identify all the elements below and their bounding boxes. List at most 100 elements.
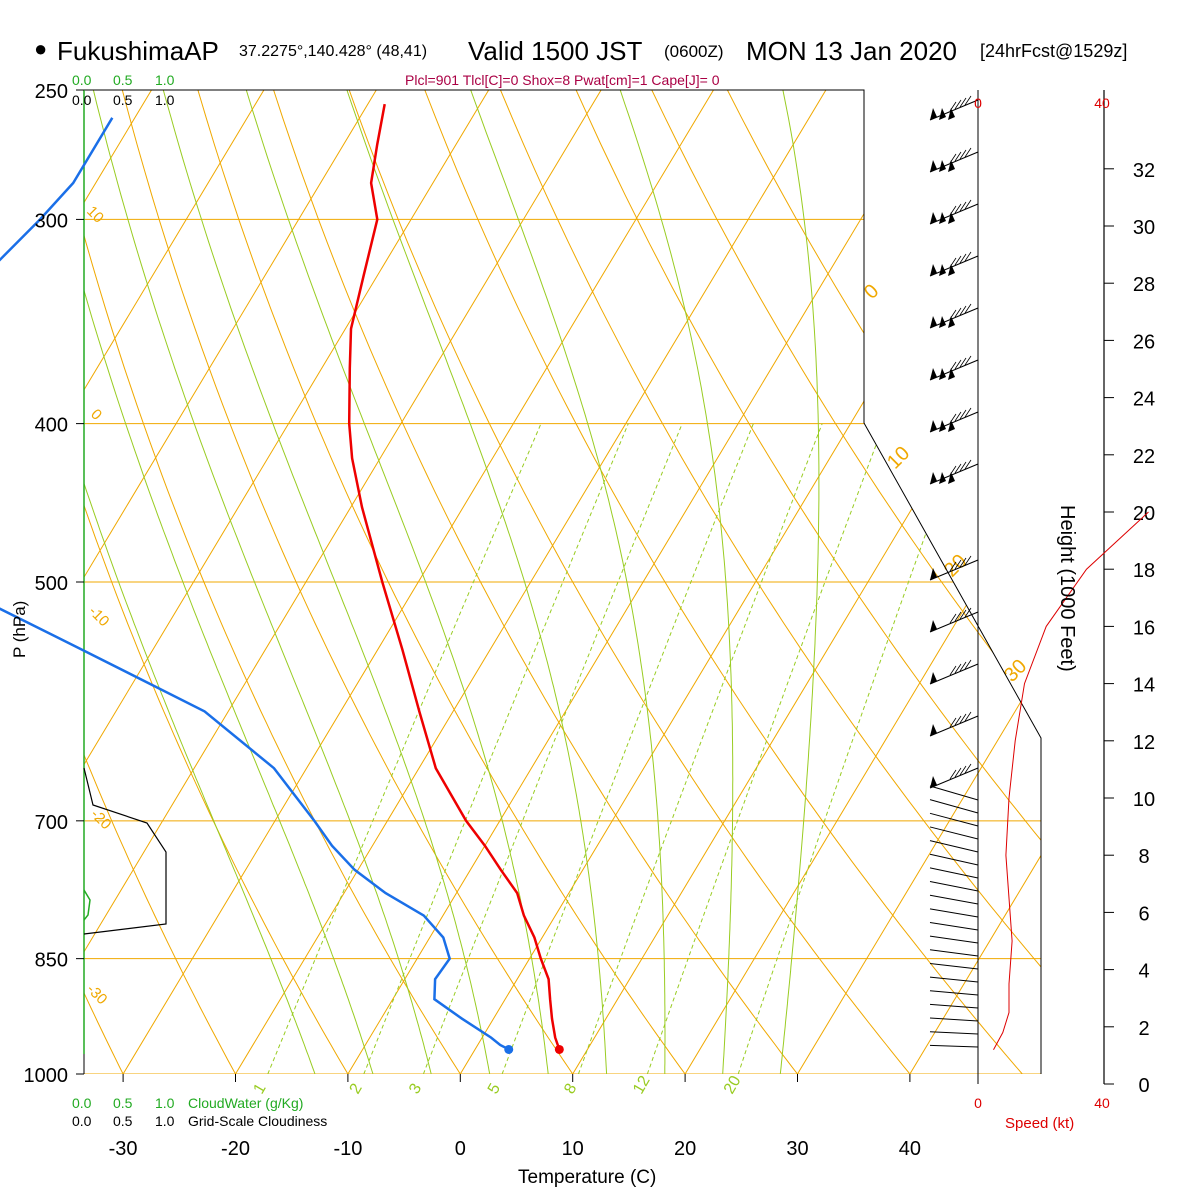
height-tick-label: 20	[1133, 503, 1155, 525]
mixing-ratio-line	[363, 423, 629, 1074]
mixing-ratio-line	[267, 423, 542, 1074]
y-tick-label: 250	[35, 81, 68, 103]
wind-barb-feather	[964, 763, 972, 774]
height-tick-label: 14	[1133, 675, 1155, 697]
x-tick-label: -10	[333, 1138, 362, 1160]
mixing-ratio-label: 3	[406, 1081, 425, 1097]
wind-barb-shaft	[929, 463, 979, 485]
wind-barb-flag	[930, 672, 937, 684]
cloudwater-tick-bottom: 0.0	[72, 1095, 92, 1111]
dewpoint-surface-point	[504, 1044, 514, 1054]
cloudiness-tick-top: 0.0	[72, 92, 92, 108]
wind-barb-feather	[954, 411, 962, 422]
wind-barb	[929, 812, 979, 827]
wind-barb-flag	[939, 160, 946, 172]
cloudiness-tick-top: 0.5	[113, 92, 133, 108]
forecast-label: [24hrFcst@1529z]	[980, 41, 1127, 61]
isotherm-line	[776, 90, 1041, 1074]
mixing-ratio-line	[737, 423, 966, 1074]
wind-barb	[929, 840, 979, 853]
wind-barb-shaft	[929, 359, 979, 381]
cloud-panel: 0.0 0.0 0.5 0.5 1.0 1.0 0.0 0.0 0.5 0.5 1.0 1.0	[72, 72, 175, 1129]
speed-axis-title: Speed (kt)	[1005, 1115, 1074, 1132]
height-tick-label: 4	[1138, 961, 1149, 983]
y-axis-title: P (hPa)	[10, 601, 29, 658]
height-tick-label: 24	[1133, 389, 1155, 411]
height-axis-title: Height (1000 Feet)	[1056, 505, 1078, 672]
dry-adiabat-line	[263, 90, 825, 1074]
isotherm-label: 10	[883, 442, 914, 473]
wind-barb	[929, 799, 979, 814]
background-lines	[84, 90, 1041, 1074]
cloudwater-tick-top: 0.0	[72, 72, 92, 88]
wind-barb-flag	[939, 108, 946, 120]
profiles	[0, 103, 564, 1054]
cloudwater-legend: CloudWater (g/Kg)	[188, 1095, 303, 1111]
wind-barb	[929, 763, 979, 789]
wind-barb	[929, 867, 979, 879]
wind-barb	[929, 1044, 979, 1048]
wind-barb-shaft	[929, 881, 979, 892]
wind-barb-shaft	[929, 962, 979, 970]
wind-barb-shaft	[929, 715, 979, 737]
wind-barb-feather	[959, 305, 967, 316]
moist-adiabat-line	[155, 90, 497, 1074]
wind-barb	[929, 459, 979, 485]
speed-profile-group	[993, 511, 1149, 1050]
dry-adiabat-line	[562, 90, 1041, 1074]
wind-barb	[929, 1031, 979, 1035]
wind-barb-shaft	[929, 307, 979, 329]
dry-adiabat-label: 10	[83, 203, 107, 227]
wind-barb-flag	[948, 212, 955, 224]
height-tick-label: 2	[1138, 1018, 1149, 1040]
wind-barb-feather	[949, 205, 957, 216]
wind-barb-shaft	[929, 949, 979, 957]
wind-barb-feather	[959, 661, 967, 672]
wind-barb-flag	[948, 368, 955, 380]
cloudiness-tick-top: 1.0	[155, 92, 175, 108]
isotherm-line	[84, 90, 619, 1074]
wind-barb-flag	[948, 108, 955, 120]
wind-barb-flag	[939, 316, 946, 328]
wind-barb	[929, 147, 979, 173]
wind-barb	[929, 935, 979, 944]
wind-barb-flag	[948, 264, 955, 276]
cloudwater-tick-bottom: 0.5	[113, 1095, 133, 1111]
wind-barb-shaft	[929, 255, 979, 277]
height-tick-label: 28	[1133, 274, 1155, 296]
wind-barbs	[929, 95, 979, 1048]
moist-adiabat-line	[459, 90, 666, 1074]
wind-barb-feather	[959, 557, 967, 568]
cloudwater-tick-bottom: 1.0	[155, 1095, 175, 1111]
wind-barb-feather	[964, 407, 972, 418]
wind-barb-flag	[930, 108, 937, 120]
wind-barb-flag	[948, 420, 955, 432]
wind-barb-shaft	[929, 1031, 979, 1035]
wind-barb-feather	[959, 149, 967, 160]
wind-barb-feather	[959, 201, 967, 212]
wind-barb-feather	[949, 717, 957, 728]
wind-barb-shaft	[929, 663, 979, 685]
wind-barb-shaft	[929, 922, 979, 931]
cloudiness-legend: Grid-Scale Cloudiness	[188, 1113, 327, 1129]
isotherm-line	[84, 90, 507, 1074]
wind-barb	[929, 976, 979, 983]
wind-barb-feather	[954, 611, 962, 622]
y-tick-label: 400	[35, 415, 68, 437]
wind-barb-feather	[949, 769, 957, 780]
dry-adiabat-line	[488, 90, 1041, 1074]
wind-barb-feather	[959, 609, 967, 620]
x-tick-label: 20	[674, 1138, 696, 1160]
mixing-ratio-line	[501, 423, 754, 1074]
height-tick-label: 18	[1133, 560, 1155, 582]
station-dot: ●	[34, 36, 47, 61]
moist-adiabat-line	[609, 90, 734, 1074]
isotherm-line	[84, 90, 282, 1074]
wind-barb-flag	[948, 316, 955, 328]
mixing-ratio-line	[577, 423, 823, 1074]
height-tick-label: 32	[1133, 160, 1155, 182]
wind-barb-feather	[949, 257, 957, 268]
wind-barb-feather	[954, 151, 962, 162]
speed-tick-bottom: 0	[974, 1095, 982, 1111]
